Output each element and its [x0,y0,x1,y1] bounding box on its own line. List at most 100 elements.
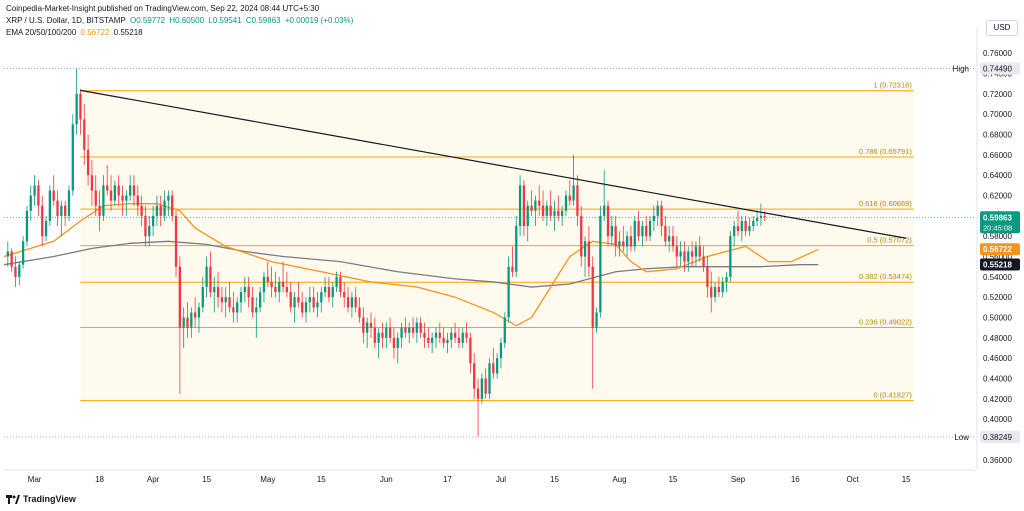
candle [564,190,568,216]
candle-body [457,337,461,343]
candle-body [431,337,434,343]
candle-body [385,327,388,338]
x-tick-label: 15 [669,475,678,484]
candle-body [622,241,625,247]
candle-body [220,297,224,303]
fib-label: 0.382 (0.53474) [859,272,912,281]
candle [603,170,606,221]
candle [446,332,449,354]
candle-body [25,210,29,242]
candle [293,292,296,323]
candle-body [285,287,289,293]
candle-body [721,281,724,293]
candle-body [293,297,296,308]
published-line: Coinpedia-Market-Insight published on Tr… [6,4,321,14]
fib-label: 0.786 (0.65791) [859,147,912,156]
candle-body [281,281,285,288]
candle [461,327,464,349]
candle [25,205,29,247]
candle [316,292,319,318]
candle-body [129,185,132,196]
candle [167,190,170,216]
x-tick-label: May [260,475,275,484]
candle [637,210,640,242]
candle [354,287,357,313]
price-tag-bg [980,243,1020,256]
y-tick-label: 0.64000 [983,171,1012,180]
candle-body [557,210,560,216]
trendline [80,89,907,239]
candle [438,322,441,343]
candle-body [583,241,587,257]
symbol-line: XRP / U.S. Dollar, 1D, BITSTAMP O0.59772… [6,16,355,26]
candle [511,246,514,277]
candle-body [255,307,258,313]
candle-body [37,185,40,206]
candle-body [683,251,686,262]
candle [614,215,617,257]
ohlc-close: C0.59863 [245,16,281,25]
candle-body [534,200,537,211]
candle-body [415,322,419,333]
candle-body [400,327,403,338]
candle [56,190,59,227]
candle-body [476,388,480,399]
candle-body [60,205,63,216]
candle-body [648,220,652,237]
candle-body [587,241,591,267]
candle-body [633,220,636,247]
candle [224,287,227,318]
symbol-title: XRP / U.S. Dollar, 1D, BITSTAMP [6,16,126,25]
high-tag-value: 0.74490 [983,65,1012,74]
candle-body [44,220,48,237]
candle [163,190,166,221]
candle-body [354,297,357,308]
candle-body [668,236,671,242]
candle-body [560,210,564,216]
candle-body [113,185,117,201]
candle [331,281,334,308]
candle [408,322,411,343]
candle [388,317,392,343]
candle [94,175,97,216]
candle-body [216,287,220,298]
candle [228,281,231,313]
candle-body [461,332,464,343]
candle [595,307,598,333]
tradingview-logo[interactable]: TradingView [6,494,76,504]
candle [453,322,457,343]
candle-body [6,251,9,257]
candle-body [671,236,675,247]
candle-body [736,226,740,232]
candle-body [625,236,629,247]
candle [625,231,629,257]
currency-button[interactable]: USD [986,20,1018,36]
candle-body [358,307,361,318]
candle-body [710,287,713,298]
candle [102,175,105,221]
candle-body [159,205,162,216]
candle [549,190,552,221]
candle [423,322,426,349]
candle-body [591,266,594,328]
candle-body [125,195,128,201]
candle [75,68,78,135]
y-tick-label: 0.56000 [983,253,1012,262]
candle-body [186,317,189,328]
candle-body [656,205,659,216]
fib-label: 0.5 (0.57072) [867,236,912,245]
x-tick-label: Jun [380,475,393,484]
candle-body [377,332,380,343]
candle-body [748,226,751,232]
candle-body [274,287,277,293]
candle-body [155,205,159,216]
candle [721,276,724,298]
candle-body [404,327,407,333]
ema-value-2: 0.55218 [113,28,143,37]
candle [442,327,445,349]
candle [343,281,346,308]
candle-body [442,337,445,343]
candle-body [98,205,101,216]
